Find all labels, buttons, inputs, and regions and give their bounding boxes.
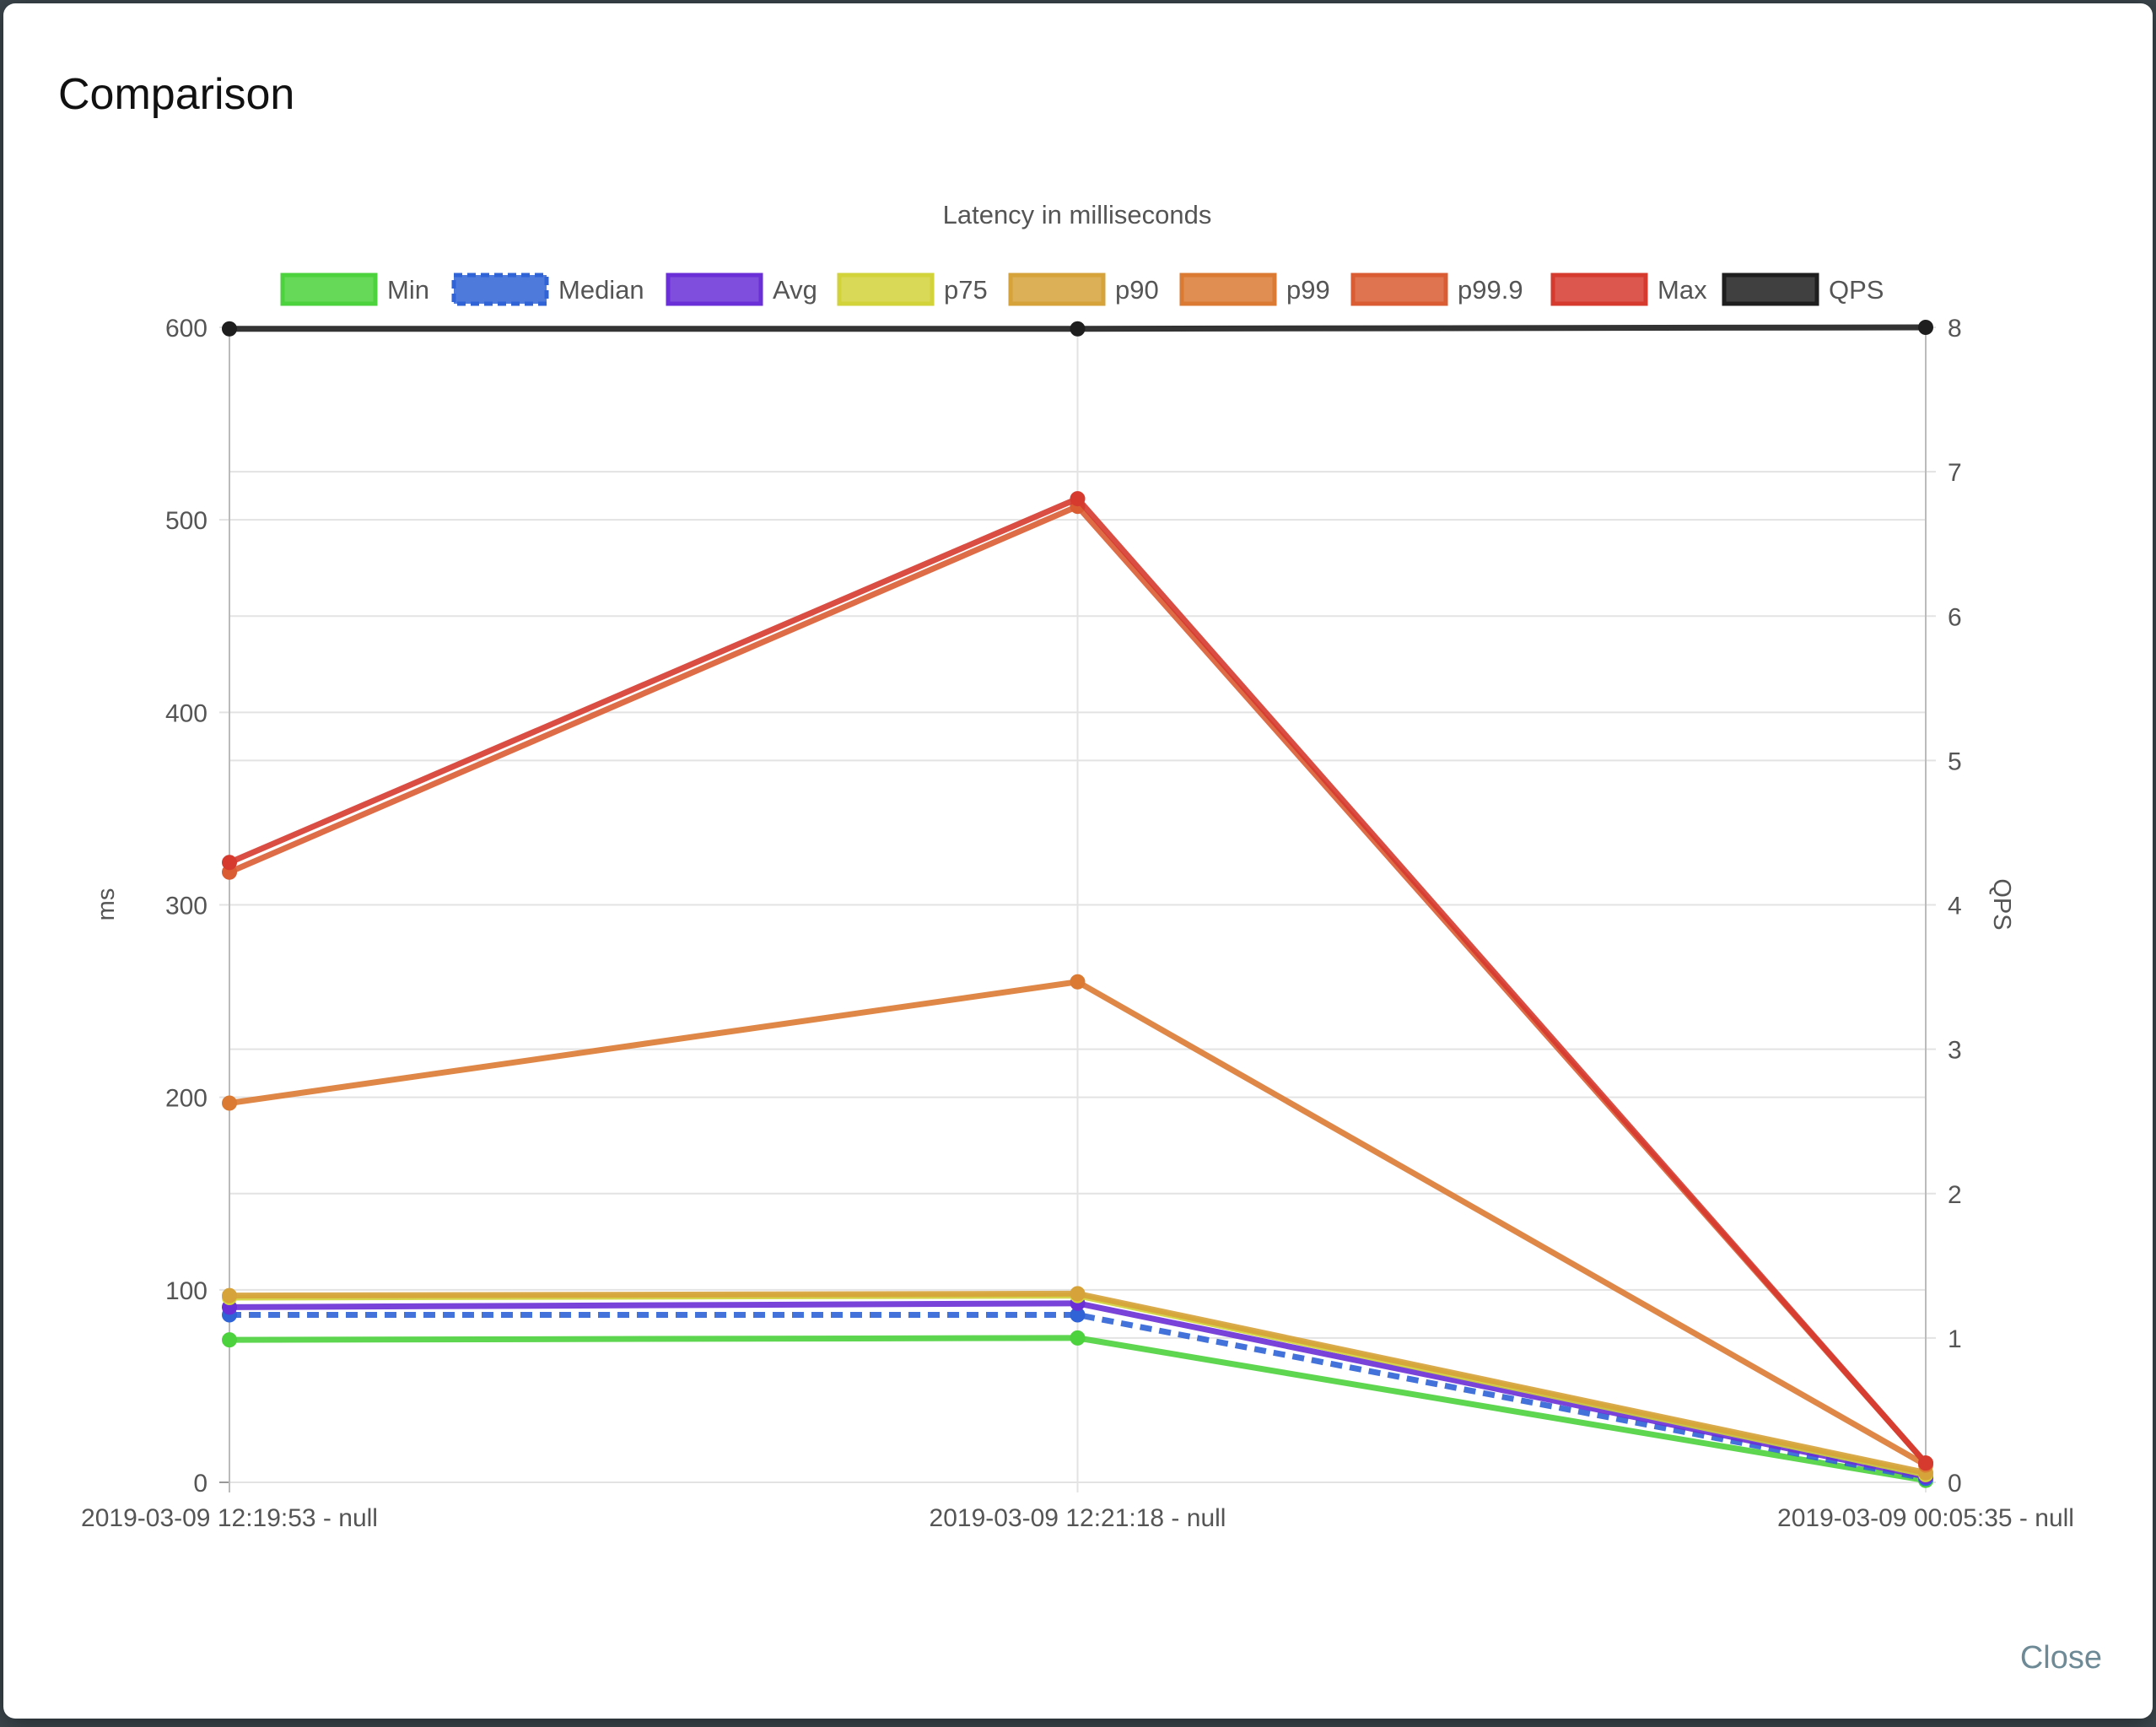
x-tick-label: 2019-03-09 12:21:18 - null bbox=[930, 1504, 1226, 1532]
legend-swatch bbox=[1011, 275, 1103, 304]
legend-swatch bbox=[454, 275, 547, 304]
legend-label: p99 bbox=[1286, 275, 1330, 305]
legend-item-p75: p75 bbox=[839, 275, 988, 305]
data-point-p90 bbox=[1071, 1287, 1085, 1300]
legend-label: p75 bbox=[944, 275, 988, 305]
data-point-qps bbox=[1071, 322, 1085, 336]
y2-tick-label: 3 bbox=[1948, 1037, 1962, 1065]
legend-item-p999: p99.9 bbox=[1353, 275, 1523, 305]
legend-label: Median bbox=[558, 275, 644, 305]
legend-label: QPS bbox=[1829, 275, 1884, 305]
data-point-qps bbox=[1919, 321, 1932, 334]
y-tick-label: 500 bbox=[165, 507, 208, 535]
legend: Min Median Avg p75 p90 p99 p99.9 Max QPS bbox=[283, 275, 1884, 305]
data-point-min bbox=[223, 1333, 236, 1347]
y-tick-label: 200 bbox=[165, 1085, 208, 1113]
y-tick-label: 0 bbox=[193, 1470, 208, 1498]
legend-item-median: Median bbox=[454, 275, 644, 305]
y2-tick-label: 5 bbox=[1948, 747, 1962, 775]
y-tick-label: 300 bbox=[165, 893, 208, 920]
y-tick-label: 400 bbox=[165, 699, 208, 727]
legend-label: Max bbox=[1657, 275, 1707, 305]
x-tick-label: 2019-03-09 12:19:53 - null bbox=[81, 1504, 378, 1532]
chart-title: Latency in milliseconds bbox=[943, 200, 1212, 229]
data-point-p90 bbox=[223, 1289, 236, 1303]
legend-label: Avg bbox=[773, 275, 817, 305]
x-tick-label: 2019-03-09 00:05:35 - null bbox=[1777, 1504, 2074, 1532]
legend-swatch bbox=[1353, 275, 1446, 304]
y2-tick-label: 1 bbox=[1948, 1325, 1962, 1353]
y-tick-label: 100 bbox=[165, 1277, 208, 1305]
y-axis-label: ms bbox=[93, 888, 120, 921]
data-point-max bbox=[223, 855, 236, 869]
data-point-min bbox=[1071, 1331, 1085, 1345]
legend-swatch bbox=[1182, 275, 1275, 304]
y-tick-label: 600 bbox=[165, 315, 208, 343]
legend-item-avg: Avg bbox=[668, 275, 817, 305]
y2-tick-label: 6 bbox=[1948, 603, 1962, 631]
legend-item-qps: QPS bbox=[1724, 275, 1884, 305]
legend-item-min: Min bbox=[283, 275, 429, 305]
legend-swatch bbox=[668, 275, 761, 304]
data-point-p99 bbox=[223, 1097, 236, 1110]
legend-swatch bbox=[839, 275, 932, 304]
legend-swatch bbox=[1724, 275, 1817, 304]
y2-tick-label: 8 bbox=[1948, 315, 1962, 343]
data-point-max bbox=[1071, 492, 1085, 505]
data-point-qps bbox=[223, 322, 236, 336]
data-point-max bbox=[1919, 1456, 1932, 1470]
y2-tick-label: 0 bbox=[1948, 1470, 1962, 1498]
y2-tick-label: 4 bbox=[1948, 893, 1962, 920]
legend-swatch bbox=[283, 275, 375, 304]
legend-item-p90: p90 bbox=[1011, 275, 1159, 305]
legend-item-max: Max bbox=[1553, 275, 1707, 305]
legend-label: p99.9 bbox=[1458, 275, 1523, 305]
y2-tick-label: 7 bbox=[1948, 459, 1962, 487]
y2-axis-label: QPS bbox=[1988, 878, 2015, 930]
legend-label: Min bbox=[387, 275, 429, 305]
y2-tick-label: 2 bbox=[1948, 1181, 1962, 1209]
legend-item-p99: p99 bbox=[1182, 275, 1330, 305]
legend-label: p90 bbox=[1115, 275, 1159, 305]
legend-swatch bbox=[1553, 275, 1646, 304]
data-point-p99 bbox=[1071, 975, 1085, 989]
